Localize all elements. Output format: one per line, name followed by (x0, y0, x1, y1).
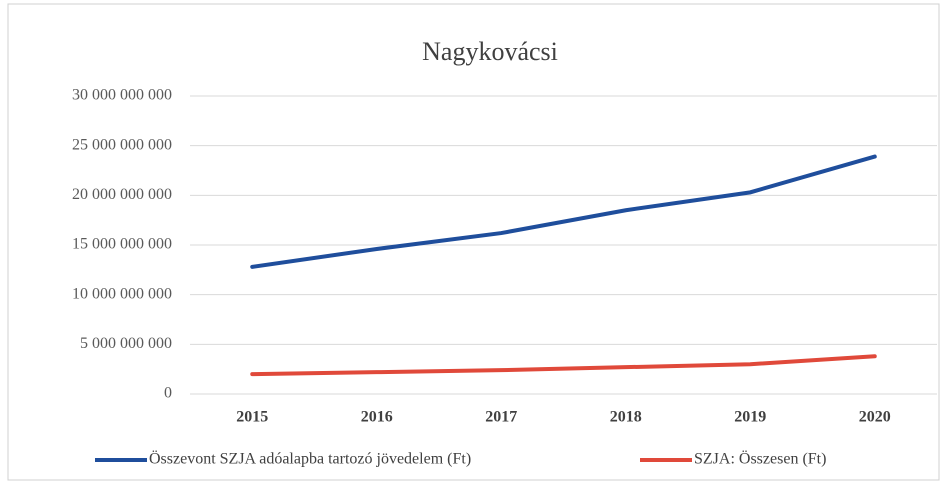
x-tick-label: 2016 (361, 409, 393, 426)
y-tick-label: 0 (164, 385, 172, 402)
x-tick-label: 2020 (859, 409, 891, 426)
x-tick-label: 2018 (610, 409, 642, 426)
series-line (250, 154, 877, 269)
x-tick-label: 2019 (734, 409, 766, 426)
chart-title: Nagykovácsi (422, 37, 558, 66)
legend-label: SZJA: Összesen (Ft) (694, 450, 826, 468)
y-tick-label: 15 000 000 000 (72, 236, 172, 253)
y-tick-label: 25 000 000 000 (72, 136, 172, 153)
x-tick-label: 2015 (236, 409, 268, 426)
series-line (250, 354, 877, 377)
y-tick-label: 10 000 000 000 (72, 285, 172, 302)
y-tick-label: 5 000 000 000 (80, 335, 172, 352)
y-tick-label: 20 000 000 000 (72, 186, 172, 203)
chart-frame (7, 3, 940, 481)
legend-label: Összevont SZJA adóalapba tartozó jövedel… (149, 450, 471, 468)
x-tick-label: 2017 (485, 409, 517, 426)
y-tick-label: 30 000 000 000 (72, 87, 172, 104)
